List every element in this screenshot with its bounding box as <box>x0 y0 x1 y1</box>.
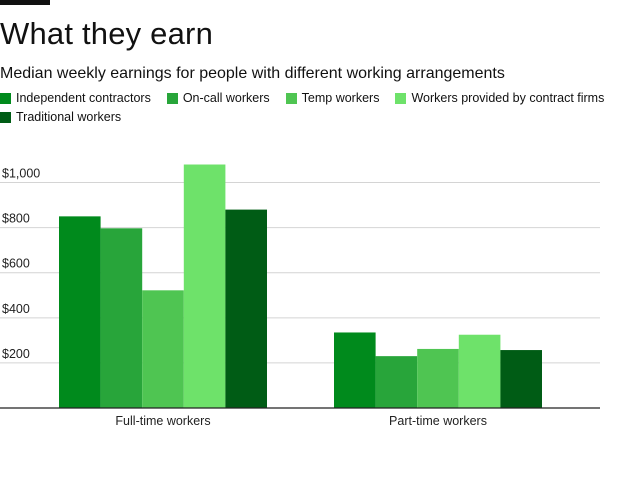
legend-swatch <box>0 93 11 104</box>
top-accent-rule <box>0 0 50 5</box>
legend-swatch <box>0 112 11 123</box>
chart-subtitle: Median weekly earnings for people with d… <box>0 65 505 82</box>
bar <box>142 290 184 408</box>
x-tick-label: Full-time workers <box>115 414 210 428</box>
legend-label: On-call workers <box>182 91 270 105</box>
bar <box>334 332 376 408</box>
bar <box>417 348 459 408</box>
y-tick-label: $400 <box>2 302 30 316</box>
legend-item-traditional-workers: Traditional workers <box>0 111 121 124</box>
bar <box>100 228 143 408</box>
y-tick-label: $200 <box>2 347 30 361</box>
legend: Independent contractors On-call workers … <box>0 92 615 124</box>
x-tick-label: Part-time workers <box>389 414 487 428</box>
bar <box>225 209 267 408</box>
bar <box>458 334 501 408</box>
legend-item-contract-firm-workers: Workers provided by contract firms <box>395 92 604 105</box>
legend-swatch <box>166 93 178 104</box>
y-tick-label: $800 <box>2 212 30 226</box>
legend-item-on-call-workers: On-call workers <box>166 91 270 105</box>
legend-label: Workers provided by contract firms <box>411 91 605 105</box>
legend-item-independent-contractors: Independent contractors <box>0 92 151 105</box>
bar <box>500 350 542 408</box>
legend-swatch <box>395 93 407 104</box>
legend-label: Traditional workers <box>16 110 122 124</box>
chart-title: What they earn <box>0 16 214 51</box>
bar <box>183 164 226 408</box>
y-tick-label: $1,000 <box>2 167 40 181</box>
legend-item-temp-workers: Temp workers <box>285 91 380 105</box>
y-tick-label: $600 <box>2 257 30 271</box>
bar <box>375 356 418 408</box>
bar <box>59 216 101 408</box>
legend-label: Temp workers <box>301 91 380 105</box>
legend-label: Independent contractors <box>16 91 151 105</box>
legend-swatch <box>285 93 297 104</box>
